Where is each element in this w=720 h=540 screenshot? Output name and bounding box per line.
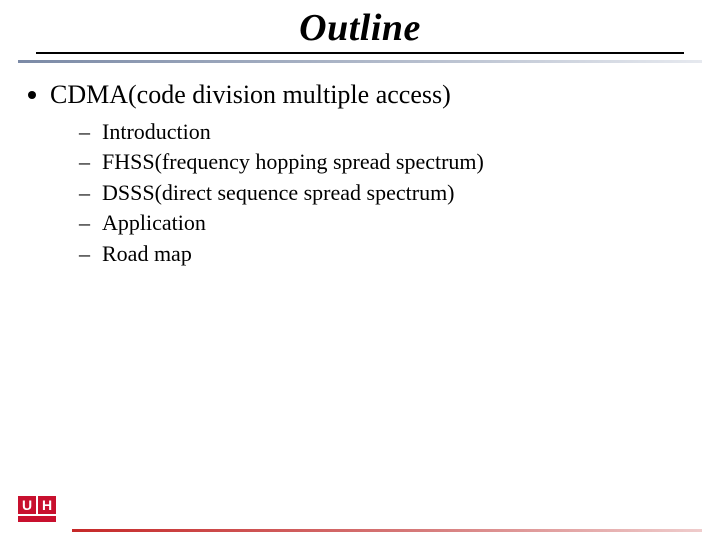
bullet-level2-item: – Road map	[76, 240, 692, 269]
bullet-level2-item: – DSSS(direct sequence spread spectrum)	[76, 179, 692, 208]
slide-title: Outline	[0, 6, 720, 50]
dash-icon: –	[76, 179, 90, 208]
bullet-dot-icon	[28, 91, 36, 99]
logo-letter: U	[22, 498, 32, 512]
bullet-level2-list: – Introduction – FHSS(frequency hopping …	[28, 118, 692, 269]
logo-bar	[18, 516, 56, 522]
bullet-level2-text: Application	[102, 209, 206, 238]
logo-square-h: H	[38, 496, 56, 514]
footer	[0, 529, 720, 532]
dash-icon: –	[76, 209, 90, 238]
bullet-level2-item: – Introduction	[76, 118, 692, 147]
title-underline	[36, 52, 684, 54]
dash-icon: –	[76, 148, 90, 177]
logo-square-u: U	[18, 496, 36, 514]
bullet-level1-text: CDMA(code division multiple access)	[50, 79, 451, 112]
bullet-level2-item: – FHSS(frequency hopping spread spectrum…	[76, 148, 692, 177]
logo-squares: U H	[18, 496, 60, 514]
uh-logo-icon: U H	[18, 496, 60, 532]
logo-letter: H	[42, 498, 52, 512]
footer-divider	[72, 529, 702, 532]
content-area: CDMA(code division multiple access) – In…	[0, 63, 720, 268]
slide: Outline CDMA(code division multiple acce…	[0, 0, 720, 540]
bullet-level2-text: DSSS(direct sequence spread spectrum)	[102, 179, 455, 208]
bullet-level1: CDMA(code division multiple access)	[28, 79, 692, 112]
bullet-level2-text: FHSS(frequency hopping spread spectrum)	[102, 148, 484, 177]
bullet-level2-item: – Application	[76, 209, 692, 238]
bullet-level2-text: Introduction	[102, 118, 211, 147]
dash-icon: –	[76, 118, 90, 147]
bullet-level2-text: Road map	[102, 240, 192, 269]
title-wrap: Outline	[0, 0, 720, 54]
dash-icon: –	[76, 240, 90, 269]
